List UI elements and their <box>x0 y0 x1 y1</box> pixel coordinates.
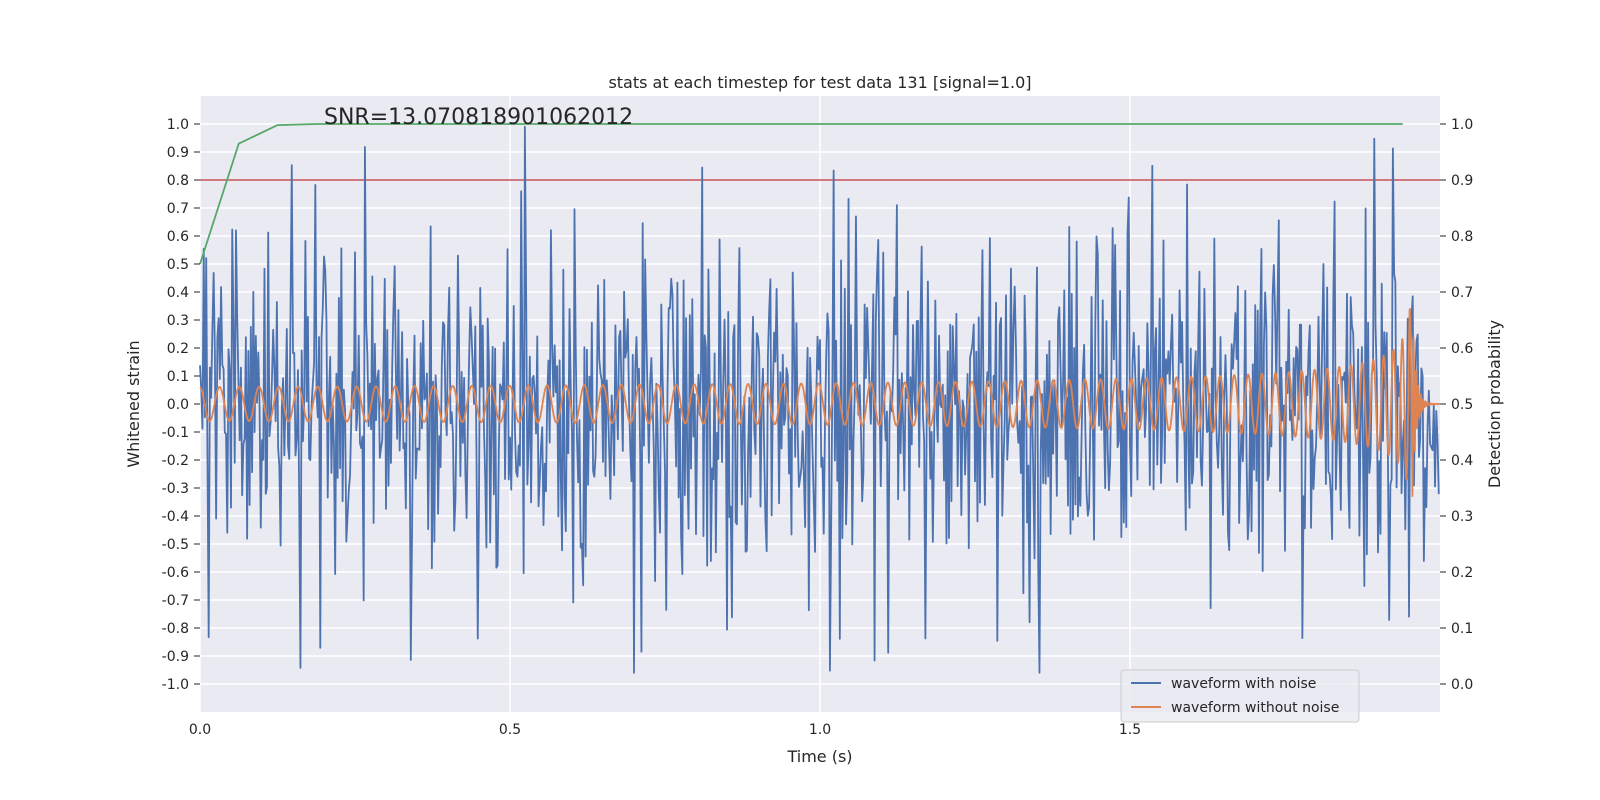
y-right-tick-label: 0.5 <box>1451 397 1473 413</box>
y-right-tick-label: 0.0 <box>1451 677 1473 693</box>
series-detection-probability <box>199 123 1403 265</box>
y-tick-label: -0.5 <box>162 537 189 553</box>
y-tick-label: 0.3 <box>167 313 189 329</box>
y-tick-label: 1.0 <box>167 117 189 133</box>
y-right-tick-label: 0.4 <box>1451 453 1473 469</box>
y-tick-label: 0.9 <box>167 145 189 161</box>
x-tick-label: 0.0 <box>189 722 211 738</box>
y-right-tick-label: 0.9 <box>1451 173 1473 189</box>
snr-annotation: SNR=13.070818901062012 <box>324 105 633 130</box>
ticks-layer: 0.0 0.5 1.0 1.5 1.0 0.9 0.8 0.7 0.6 0.5 0.4 0.3 0.2 0… <box>162 117 1474 738</box>
y-right-tick-label: 0.8 <box>1451 229 1473 245</box>
y-tick-label: 0.0 <box>167 397 189 413</box>
y-tick-label: -0.2 <box>162 453 189 469</box>
y-right-tick-label: 0.2 <box>1451 565 1473 581</box>
legend[interactable]: waveform with noise waveform without noi… <box>1120 669 1360 723</box>
series-waveform-with-noise <box>199 125 1440 674</box>
y-tick-label: -0.3 <box>162 481 189 497</box>
y-right-tick-label: 0.1 <box>1451 621 1473 637</box>
legend-label-noise: waveform with noise <box>1171 676 1316 692</box>
probability-layer <box>199 123 1403 265</box>
y-right-tick-label: 0.3 <box>1451 509 1473 525</box>
y-tick-label: -1.0 <box>162 677 189 693</box>
x-tick-label: 1.5 <box>1119 722 1141 738</box>
y-right-tick-label: 1.0 <box>1451 117 1473 133</box>
y-tick-label: -0.1 <box>162 425 189 441</box>
y-tick-label: -0.4 <box>162 509 189 525</box>
y-right-tick-label: 0.6 <box>1451 341 1473 357</box>
y-tick-label: 0.2 <box>167 341 189 357</box>
y-axis-label: Whitened strain <box>124 340 143 467</box>
x-tick-label: 0.5 <box>499 722 521 738</box>
y-tick-label: -0.9 <box>162 649 189 665</box>
y-tick-label: 0.4 <box>167 285 189 301</box>
legend-box <box>1120 669 1360 723</box>
y-tick-label: -0.8 <box>162 621 189 637</box>
chart-title: stats at each timestep for test data 131… <box>608 73 1031 92</box>
y-tick-label: 0.6 <box>167 229 189 245</box>
y-tick-label: 0.7 <box>167 201 189 217</box>
x-axis-label: Time (s) <box>786 747 852 766</box>
y-axis-label-right: Detection probability <box>1485 320 1504 488</box>
y-tick-label: 0.1 <box>167 369 189 385</box>
series-waveform-without-noise <box>199 308 1441 498</box>
y-tick-label: -0.7 <box>162 593 189 609</box>
y-tick-label: 0.5 <box>167 257 189 273</box>
y-tick-label: 0.8 <box>167 173 189 189</box>
y-right-tick-label: 0.7 <box>1451 285 1473 301</box>
y-tick-label: -0.6 <box>162 565 189 581</box>
series-layer <box>199 125 1441 674</box>
x-tick-label: 1.0 <box>809 722 831 738</box>
legend-label-clean: waveform without noise <box>1171 700 1339 716</box>
